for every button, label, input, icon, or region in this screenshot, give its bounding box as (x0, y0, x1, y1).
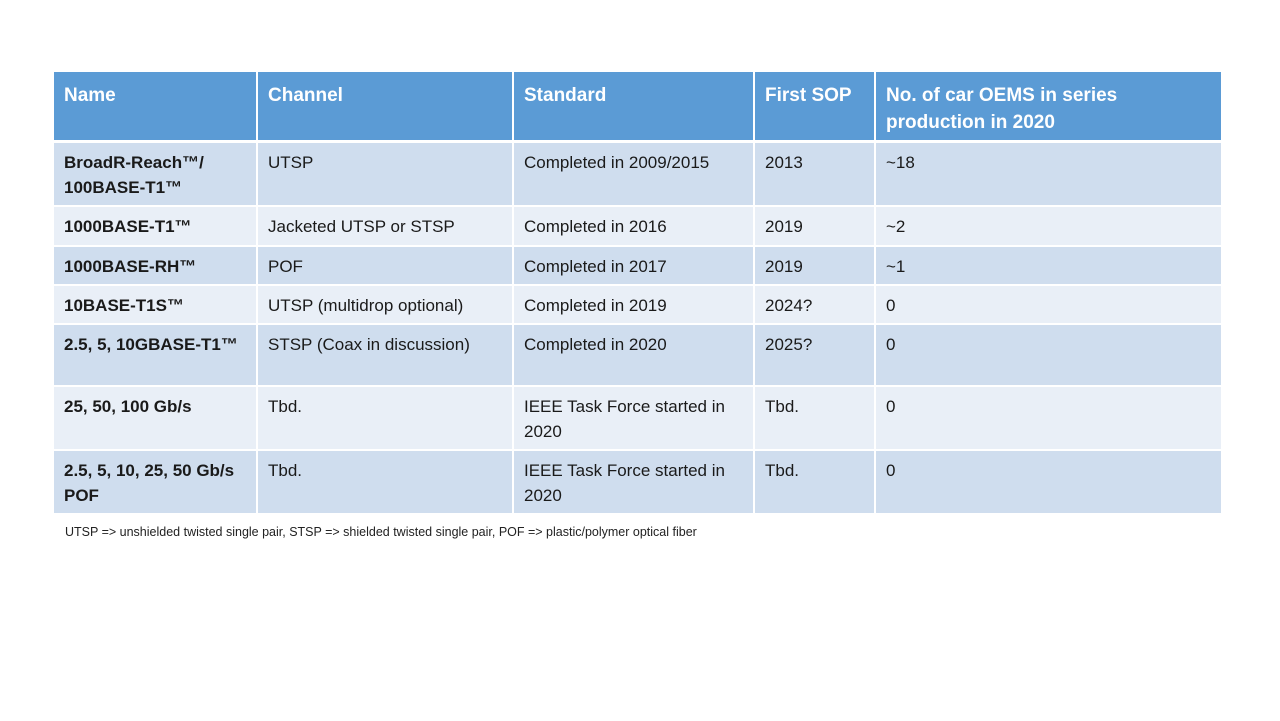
cell-channel: POF (257, 245, 514, 285)
cell-name: BroadR-Reach™/ 100BASE-T1™ (54, 140, 258, 206)
cell-oem-count: 0 (875, 385, 1221, 450)
cell-name: 2.5, 5, 10, 25, 50 Gb/s POF (54, 449, 258, 513)
cell-first-sop: Tbd. (754, 449, 876, 513)
ethernet-standards-table-container: Name Channel Standard First SOP No. of c… (54, 72, 1221, 513)
cell-standard: IEEE Task Force started in 2020 (513, 385, 755, 450)
table-row: BroadR-Reach™/ 100BASE-T1™ UTSP Complete… (54, 140, 1221, 206)
table-row: 1000BASE-RH™ POF Completed in 2017 2019 … (54, 245, 1221, 285)
table-row: 25, 50, 100 Gb/s Tbd. IEEE Task Force st… (54, 385, 1221, 450)
cell-channel: Jacketed UTSP or STSP (257, 205, 514, 246)
header-standard: Standard (513, 72, 755, 142)
cell-oem-count: ~18 (875, 140, 1221, 206)
cell-first-sop: 2024? (754, 284, 876, 324)
cell-channel: UTSP (multidrop optional) (257, 284, 514, 324)
cell-first-sop: 2019 (754, 245, 876, 285)
cell-standard: IEEE Task Force started in 2020 (513, 449, 755, 513)
cell-oem-count: ~1 (875, 245, 1221, 285)
cell-oem-count: ~2 (875, 205, 1221, 246)
cell-name: 10BASE-T1S™ (54, 284, 258, 324)
cell-standard: Completed in 2020 (513, 323, 755, 386)
table-row: 1000BASE-T1™ Jacketed UTSP or STSP Compl… (54, 205, 1221, 246)
header-oem-count: No. of car OEMS in series production in … (875, 72, 1221, 142)
header-first-sop: First SOP (754, 72, 876, 142)
cell-name: 1000BASE-RH™ (54, 245, 258, 285)
cell-first-sop: 2019 (754, 205, 876, 246)
cell-standard: Completed in 2017 (513, 245, 755, 285)
ethernet-standards-table: Name Channel Standard First SOP No. of c… (54, 72, 1221, 513)
cell-name: 25, 50, 100 Gb/s (54, 385, 258, 450)
table-row: 2.5, 5, 10, 25, 50 Gb/s POF Tbd. IEEE Ta… (54, 449, 1221, 513)
cell-name: 2.5, 5, 10GBASE-T1™ (54, 323, 258, 386)
cell-name: 1000BASE-T1™ (54, 205, 258, 246)
cell-oem-count: 0 (875, 284, 1221, 324)
table-row: 10BASE-T1S™ UTSP (multidrop optional) Co… (54, 284, 1221, 324)
header-name: Name (54, 72, 258, 142)
cell-channel: STSP (Coax in discussion) (257, 323, 514, 386)
cell-oem-count: 0 (875, 323, 1221, 386)
cell-first-sop: Tbd. (754, 385, 876, 450)
cell-channel: UTSP (257, 140, 514, 206)
cell-first-sop: 2025? (754, 323, 876, 386)
cell-channel: Tbd. (257, 449, 514, 513)
table-header-row: Name Channel Standard First SOP No. of c… (54, 72, 1221, 142)
cell-oem-count: 0 (875, 449, 1221, 513)
cell-standard: Completed in 2009/2015 (513, 140, 755, 206)
cell-standard: Completed in 2016 (513, 205, 755, 246)
cell-standard: Completed in 2019 (513, 284, 755, 324)
table-row: 2.5, 5, 10GBASE-T1™ STSP (Coax in discus… (54, 323, 1221, 386)
abbreviation-footnote: UTSP => unshielded twisted single pair, … (65, 525, 697, 539)
header-channel: Channel (257, 72, 514, 142)
cell-first-sop: 2013 (754, 140, 876, 206)
cell-channel: Tbd. (257, 385, 514, 450)
